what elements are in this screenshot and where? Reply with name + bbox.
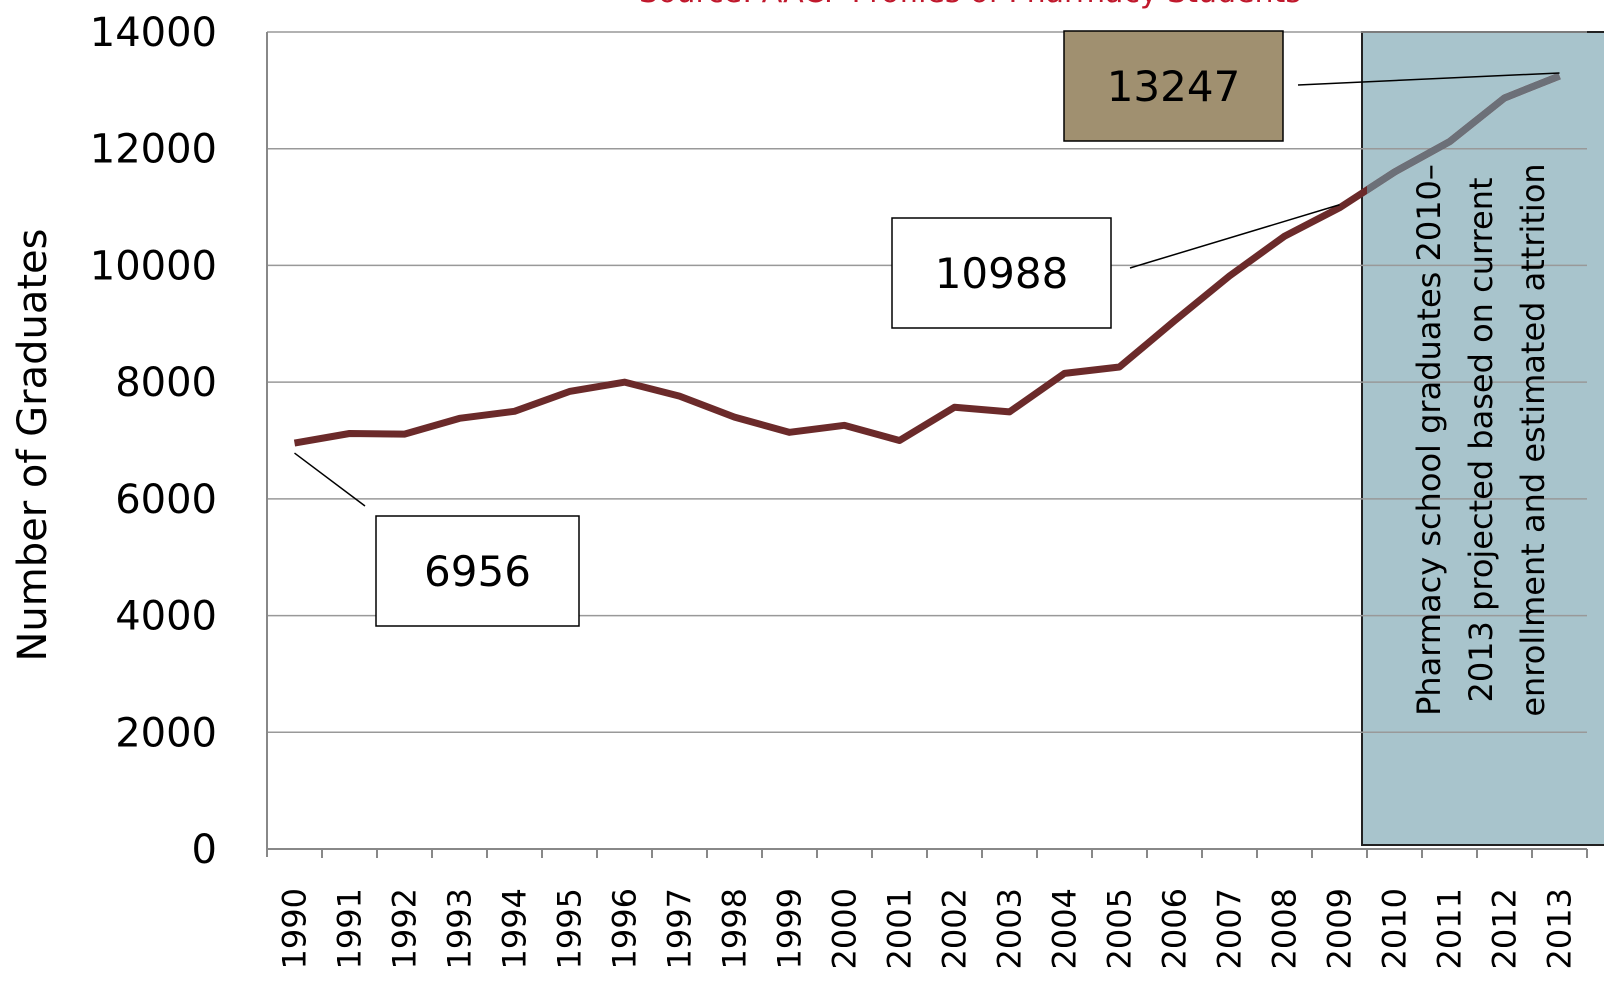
x-tick-label: 2013: [1541, 888, 1579, 969]
y-tick-label: 0: [192, 827, 217, 873]
y-tick-label: 6000: [115, 477, 217, 523]
x-tick-label: 2007: [1211, 888, 1249, 969]
x-tick-label: 2009: [1321, 888, 1359, 969]
y-tick-label: 12000: [90, 127, 217, 173]
x-tick-label: 2005: [1101, 888, 1139, 969]
annotation-text: 2013 projected based on current: [1462, 177, 1500, 702]
x-tick-label: 2006: [1156, 888, 1194, 969]
y-tick-label: 8000: [115, 360, 217, 406]
x-tick-label: 1992: [386, 888, 424, 969]
x-tick-label: 2012: [1486, 888, 1524, 969]
x-tick-label: 2001: [881, 888, 919, 969]
annotation-text: enrollment and estimated attrition: [1514, 163, 1552, 716]
x-tick-label: 2011: [1431, 888, 1469, 969]
x-tick-label: 1994: [496, 888, 534, 969]
callout-box: [1063, 30, 1284, 142]
x-tick-label: 2000: [826, 888, 864, 969]
callout-box: [375, 515, 580, 627]
y-tick-label: 10000: [90, 243, 217, 289]
y-tick-label: 4000: [115, 594, 217, 640]
x-tick-label: 2010: [1376, 888, 1414, 969]
leader-line: [294, 452, 366, 507]
x-tick-label: 1998: [716, 888, 754, 969]
leader-line: [1129, 204, 1340, 269]
y-tick-label: 2000: [115, 710, 217, 756]
data-line: [293, 72, 1561, 447]
x-tick-label: 2002: [936, 888, 974, 969]
x-tick-label: 1993: [441, 888, 479, 969]
x-tick-label: 1999: [771, 888, 809, 969]
leader-line: [1297, 72, 1560, 86]
chart-subtitle: Source: AACP Profiles of Pharmacy Studen…: [639, 0, 1301, 10]
data-label: 13247: [1107, 62, 1241, 111]
annotation-text: Pharmacy school graduates 2010–: [1410, 164, 1448, 716]
y-tick-label: 14000: [90, 10, 217, 56]
y-axis-label: Number of Graduates: [10, 228, 56, 661]
x-tick-label: 2003: [991, 888, 1029, 969]
x-tick-label: 1990: [276, 888, 314, 969]
x-tick-label: 2008: [1266, 888, 1304, 969]
callout-box: [891, 217, 1112, 329]
x-tick-label: 1997: [661, 888, 699, 969]
data-label: 10988: [935, 249, 1069, 298]
x-tick-label: 1991: [331, 888, 369, 969]
x-tick-label: 2004: [1046, 888, 1084, 969]
x-tick-label: 1996: [606, 888, 644, 969]
data-label: 6956: [424, 547, 531, 596]
x-tick-label: 1995: [551, 888, 589, 969]
